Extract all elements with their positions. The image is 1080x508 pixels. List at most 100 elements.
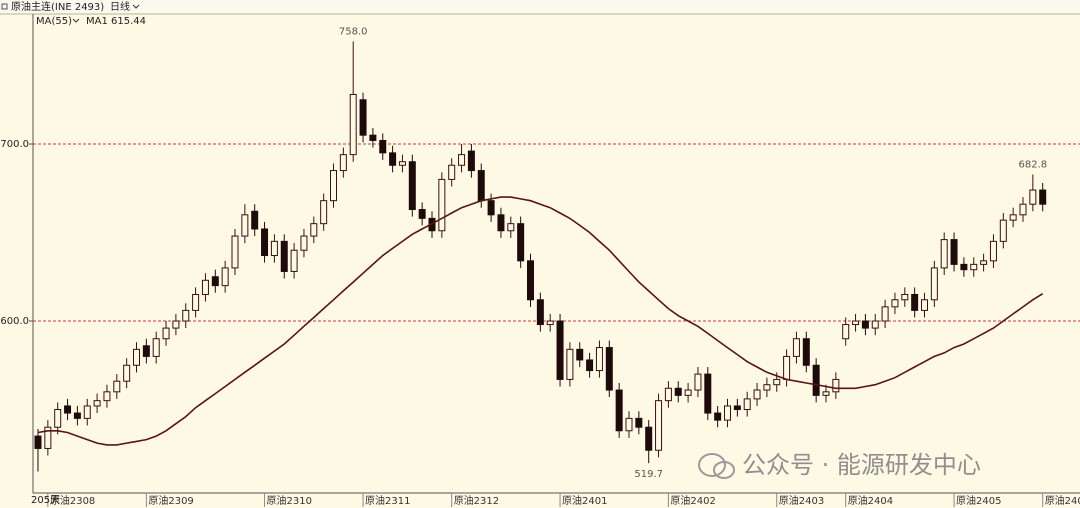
candle-body: [507, 223, 515, 232]
candle-body: [881, 306, 889, 322]
candle-body: [349, 93, 357, 156]
candle-body: [359, 99, 367, 136]
header-icon: [1, 3, 8, 10]
candle-body: [467, 150, 475, 172]
candle-body: [684, 389, 692, 396]
candle-body: [704, 373, 712, 414]
candle-body: [615, 389, 623, 432]
ma-line: [37, 196, 1044, 446]
candle-body: [812, 364, 820, 396]
candle-body: [960, 263, 968, 271]
dropdown-arrow: [132, 4, 140, 9]
candle-body: [773, 378, 781, 386]
candle-body: [497, 214, 505, 232]
candle-body: [861, 320, 869, 329]
candle-body: [300, 235, 308, 251]
candle-body: [221, 267, 229, 287]
candle-body: [330, 170, 337, 202]
candle-body: [162, 327, 170, 340]
x-tick-label: 原油2308: [50, 494, 95, 507]
candle-body: [556, 320, 564, 380]
candle-body: [44, 426, 52, 449]
candle-body: [911, 293, 919, 311]
watermark-icon: [713, 461, 735, 479]
candle-body: [999, 219, 1007, 242]
candle-body: [73, 412, 81, 419]
candle-body: [1019, 203, 1027, 216]
candle-body: [438, 178, 446, 232]
extreme-label: 519.7: [634, 469, 663, 480]
candle-body: [724, 405, 731, 421]
candle-body: [448, 164, 456, 180]
candle-body: [783, 355, 791, 380]
candle-body: [379, 139, 387, 154]
candle-body: [901, 293, 909, 301]
header-bar: [0, 0, 1080, 14]
candle-body: [595, 347, 603, 372]
candle-body: [930, 267, 938, 301]
extreme-label: 758.0: [339, 26, 368, 37]
candle-body: [93, 400, 101, 407]
candle-body: [802, 338, 810, 366]
candle-body: [536, 299, 544, 326]
candle-body: [822, 391, 830, 396]
candle-body: [566, 348, 574, 380]
candle-body: [1039, 189, 1047, 205]
candle-body: [123, 364, 131, 382]
candle-body: [891, 299, 899, 308]
candle-body: [369, 134, 377, 141]
candle-body: [940, 239, 948, 269]
candle-body: [694, 373, 702, 391]
candle-body: [458, 154, 466, 166]
y-tick-label: 700.0: [0, 139, 29, 150]
x-tick-label: 原油2310: [267, 494, 312, 507]
candle-body: [172, 320, 180, 329]
dropdown-arrow: [72, 18, 80, 23]
candle-body: [201, 279, 209, 295]
candle-body: [241, 214, 249, 237]
x-tick-label: 原油2405: [956, 494, 1001, 507]
candle-body: [1029, 189, 1037, 205]
candle-body: [664, 387, 672, 402]
candle-body: [763, 384, 771, 391]
candle-body: [320, 200, 328, 225]
candle-body: [54, 409, 62, 428]
candle-body: [408, 161, 416, 211]
candle-body: [655, 400, 663, 451]
indicator[interactable]: MA(55): [36, 16, 72, 27]
period[interactable]: 日线: [110, 0, 130, 13]
candle-body: [34, 435, 42, 449]
candle-body: [753, 389, 761, 400]
candle-body: [83, 405, 91, 419]
candle-body: [152, 338, 160, 357]
candle-body: [280, 240, 288, 272]
candle-body: [980, 260, 988, 265]
x-tick-label: 原油2401: [562, 494, 607, 507]
candle-body: [635, 417, 643, 428]
candle-body: [261, 228, 269, 257]
candle-body: [1009, 214, 1017, 221]
candle-body: [970, 263, 978, 271]
candle-body: [192, 293, 200, 311]
ma-name: MA1: [86, 16, 108, 27]
candle-body: [871, 320, 879, 329]
x-tick-label: 原油2402: [670, 494, 715, 507]
candle-body: [310, 223, 318, 237]
candle-body: [586, 359, 594, 372]
x-tick-label: 原油2312: [454, 494, 499, 507]
ma-value: 615.44: [111, 16, 146, 27]
symbol: 原油主连(INE 2493): [11, 0, 104, 13]
candle-body: [645, 426, 653, 451]
candle-body: [625, 417, 633, 432]
x-tick-label: 原油240: [1045, 494, 1080, 507]
watermark: 公众号 · 能源研发中心: [698, 451, 981, 479]
candle-body: [733, 405, 741, 411]
candle-body: [290, 249, 298, 272]
x-tick-label: 原油2309: [148, 494, 193, 507]
y-tick-label: 600.0: [0, 316, 29, 327]
candle-body: [517, 223, 525, 262]
candle-body: [842, 324, 850, 340]
candle-body: [211, 276, 219, 287]
candle-body: [832, 378, 840, 393]
